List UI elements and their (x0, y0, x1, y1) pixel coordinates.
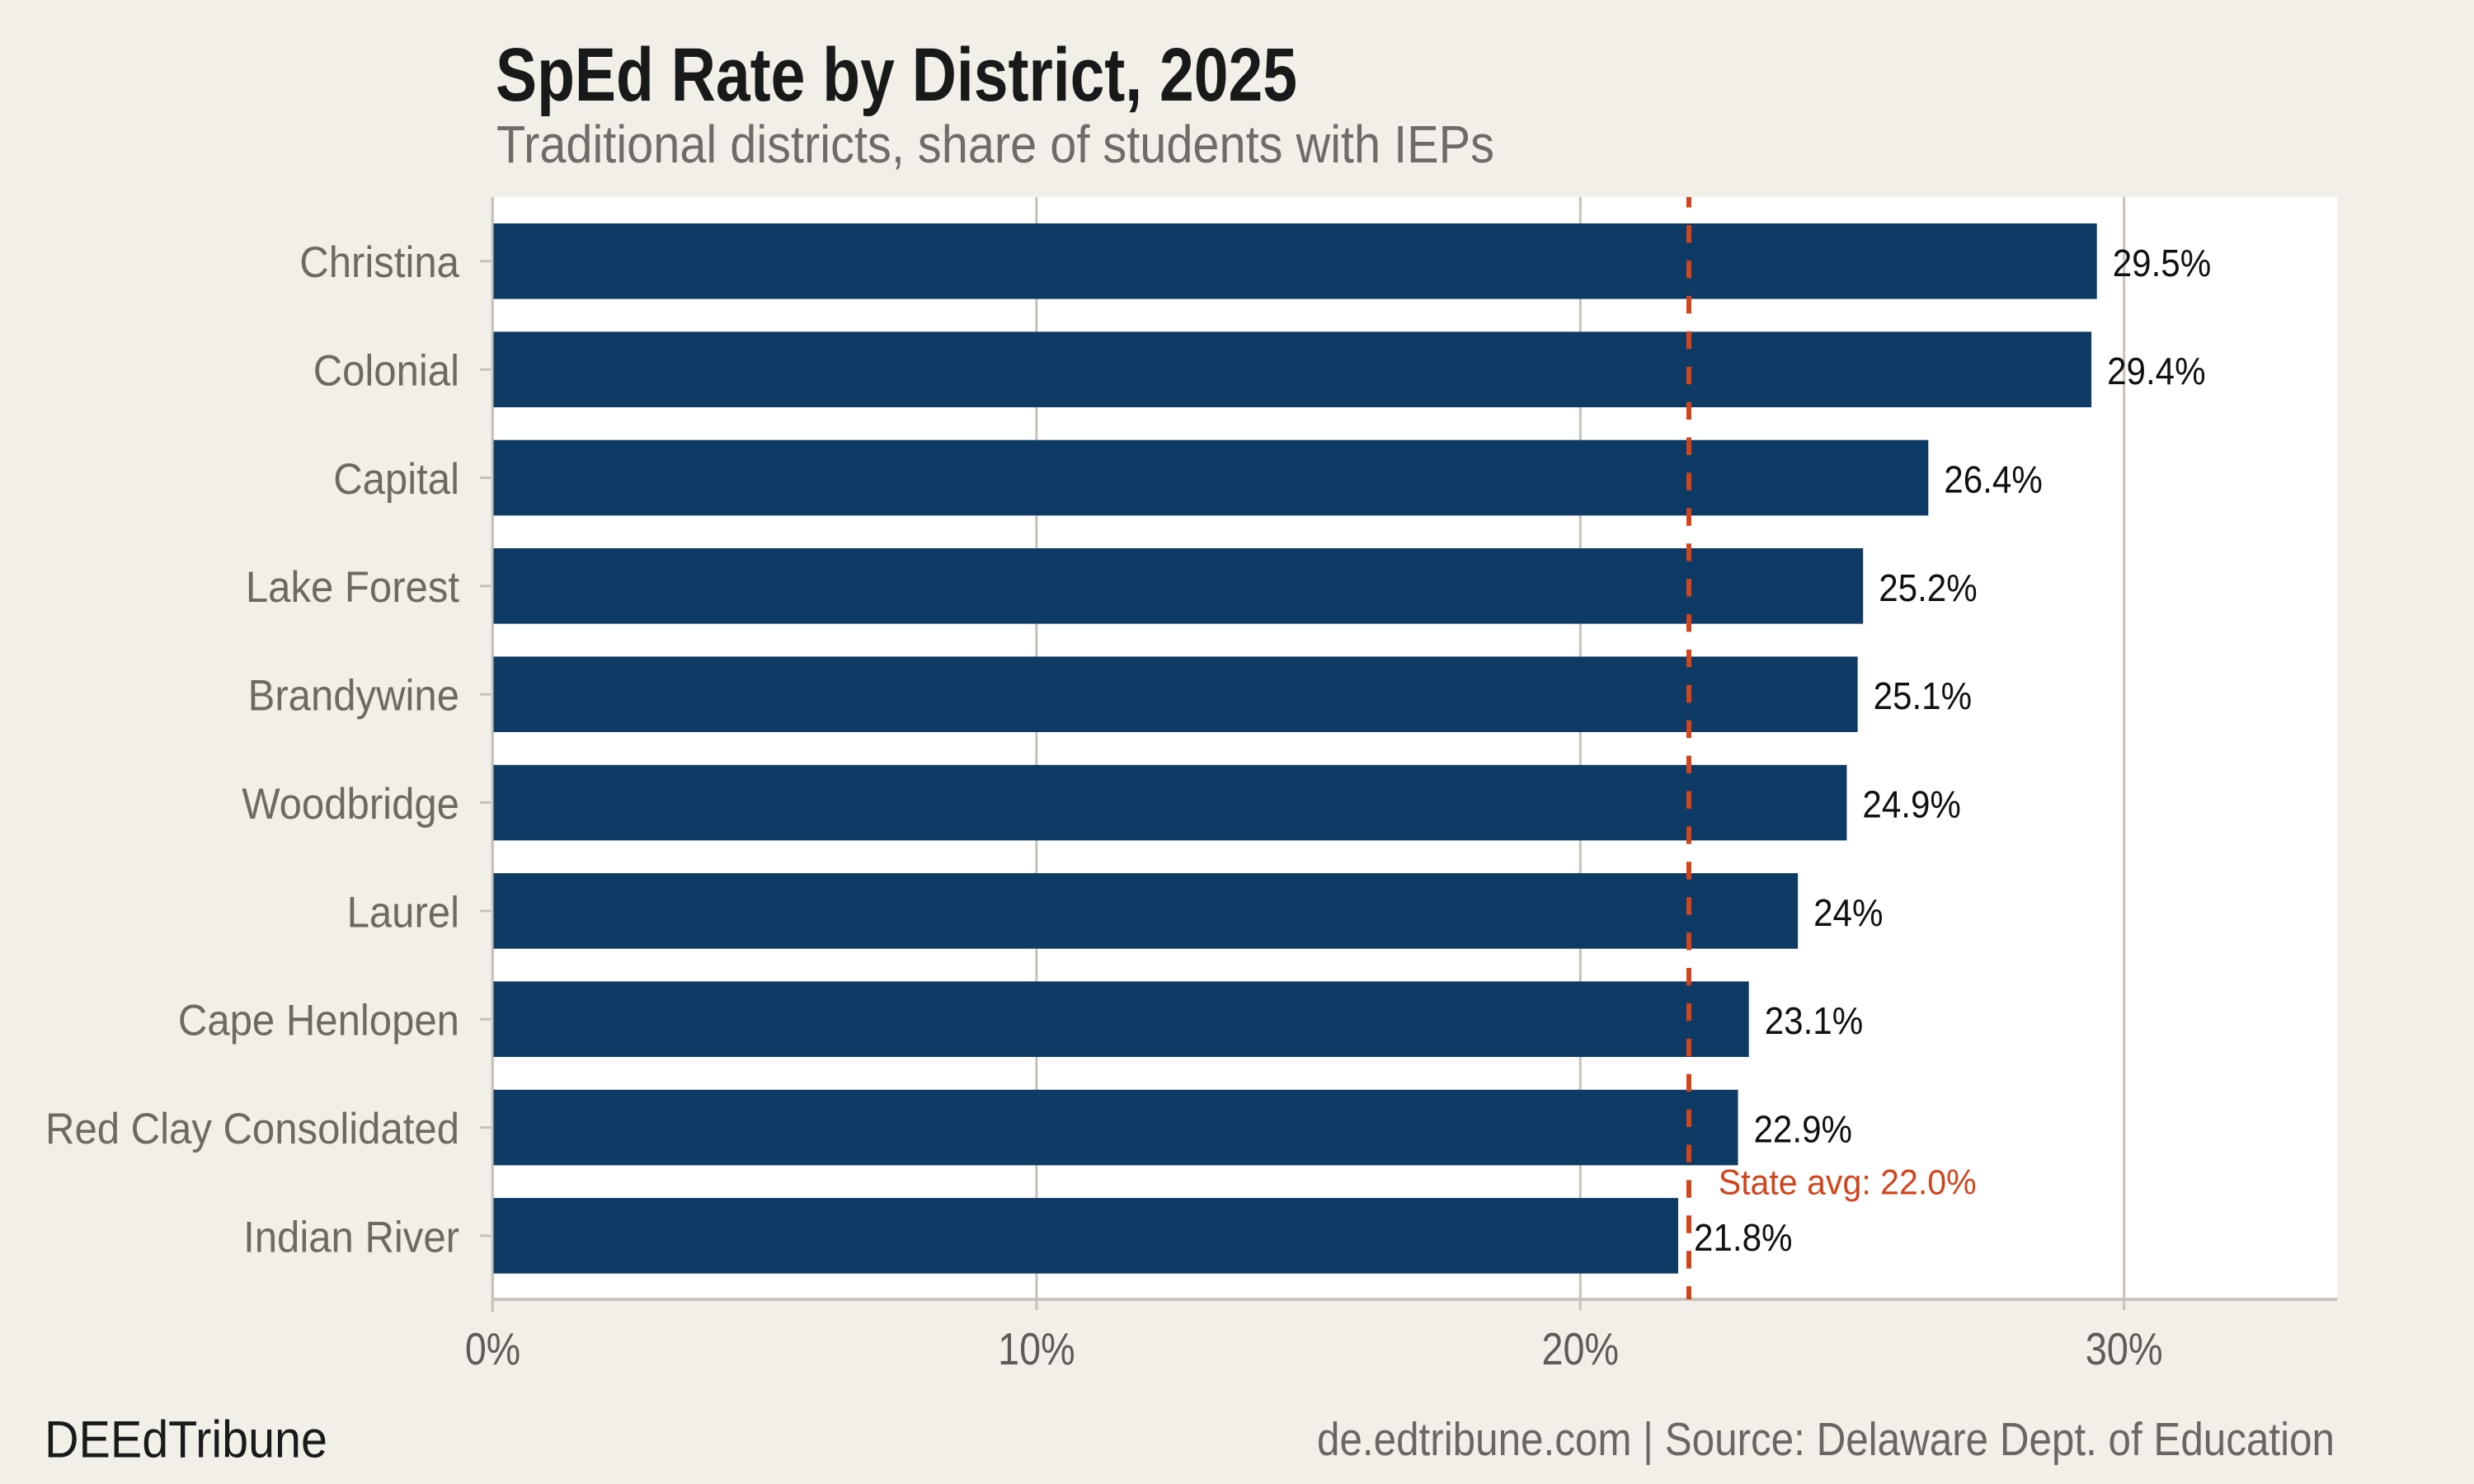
svg-text:23.1%: 23.1% (1765, 999, 1864, 1042)
svg-text:Indian River: Indian River (243, 1213, 459, 1261)
svg-text:25.2%: 25.2% (1879, 566, 1978, 609)
svg-text:29.5%: 29.5% (2113, 242, 2212, 284)
svg-text:Red Clay Consolidated: Red Clay Consolidated (45, 1105, 459, 1153)
svg-text:29.4%: 29.4% (2107, 350, 2206, 392)
svg-text:10%: 10% (998, 1323, 1075, 1374)
svg-text:Traditional districts, share o: Traditional districts, share of students… (496, 115, 1494, 174)
svg-text:Cape Henlopen: Cape Henlopen (178, 997, 459, 1045)
svg-text:30%: 30% (2086, 1323, 2163, 1374)
svg-text:22.9%: 22.9% (1754, 1108, 1853, 1151)
svg-text:0%: 0% (465, 1323, 520, 1374)
svg-text:26.4%: 26.4% (1944, 458, 2043, 501)
svg-text:21.8%: 21.8% (1694, 1216, 1793, 1259)
svg-text:State avg: 22.0%: State avg: 22.0% (1719, 1163, 1977, 1203)
svg-text:24%: 24% (1813, 891, 1883, 934)
svg-text:Woodbridge: Woodbridge (242, 780, 459, 829)
svg-text:Capital: Capital (333, 455, 459, 504)
svg-text:Brandywine: Brandywine (248, 672, 459, 721)
svg-text:SpEd Rate by District, 2025: SpEd Rate by District, 2025 (496, 33, 1297, 117)
svg-text:25.1%: 25.1% (1874, 674, 1973, 717)
svg-text:Christina: Christina (299, 238, 459, 287)
svg-text:Lake Forest: Lake Forest (246, 563, 459, 612)
svg-text:Colonial: Colonial (313, 347, 459, 396)
svg-text:DEEdTribune: DEEdTribune (45, 1411, 327, 1469)
svg-text:Laurel: Laurel (347, 888, 459, 937)
svg-text:de.edtribune.com | Source: Del: de.edtribune.com | Source: Delaware Dept… (1317, 1413, 2335, 1466)
svg-text:20%: 20% (1542, 1323, 1620, 1374)
svg-text:24.9%: 24.9% (1862, 783, 1961, 826)
